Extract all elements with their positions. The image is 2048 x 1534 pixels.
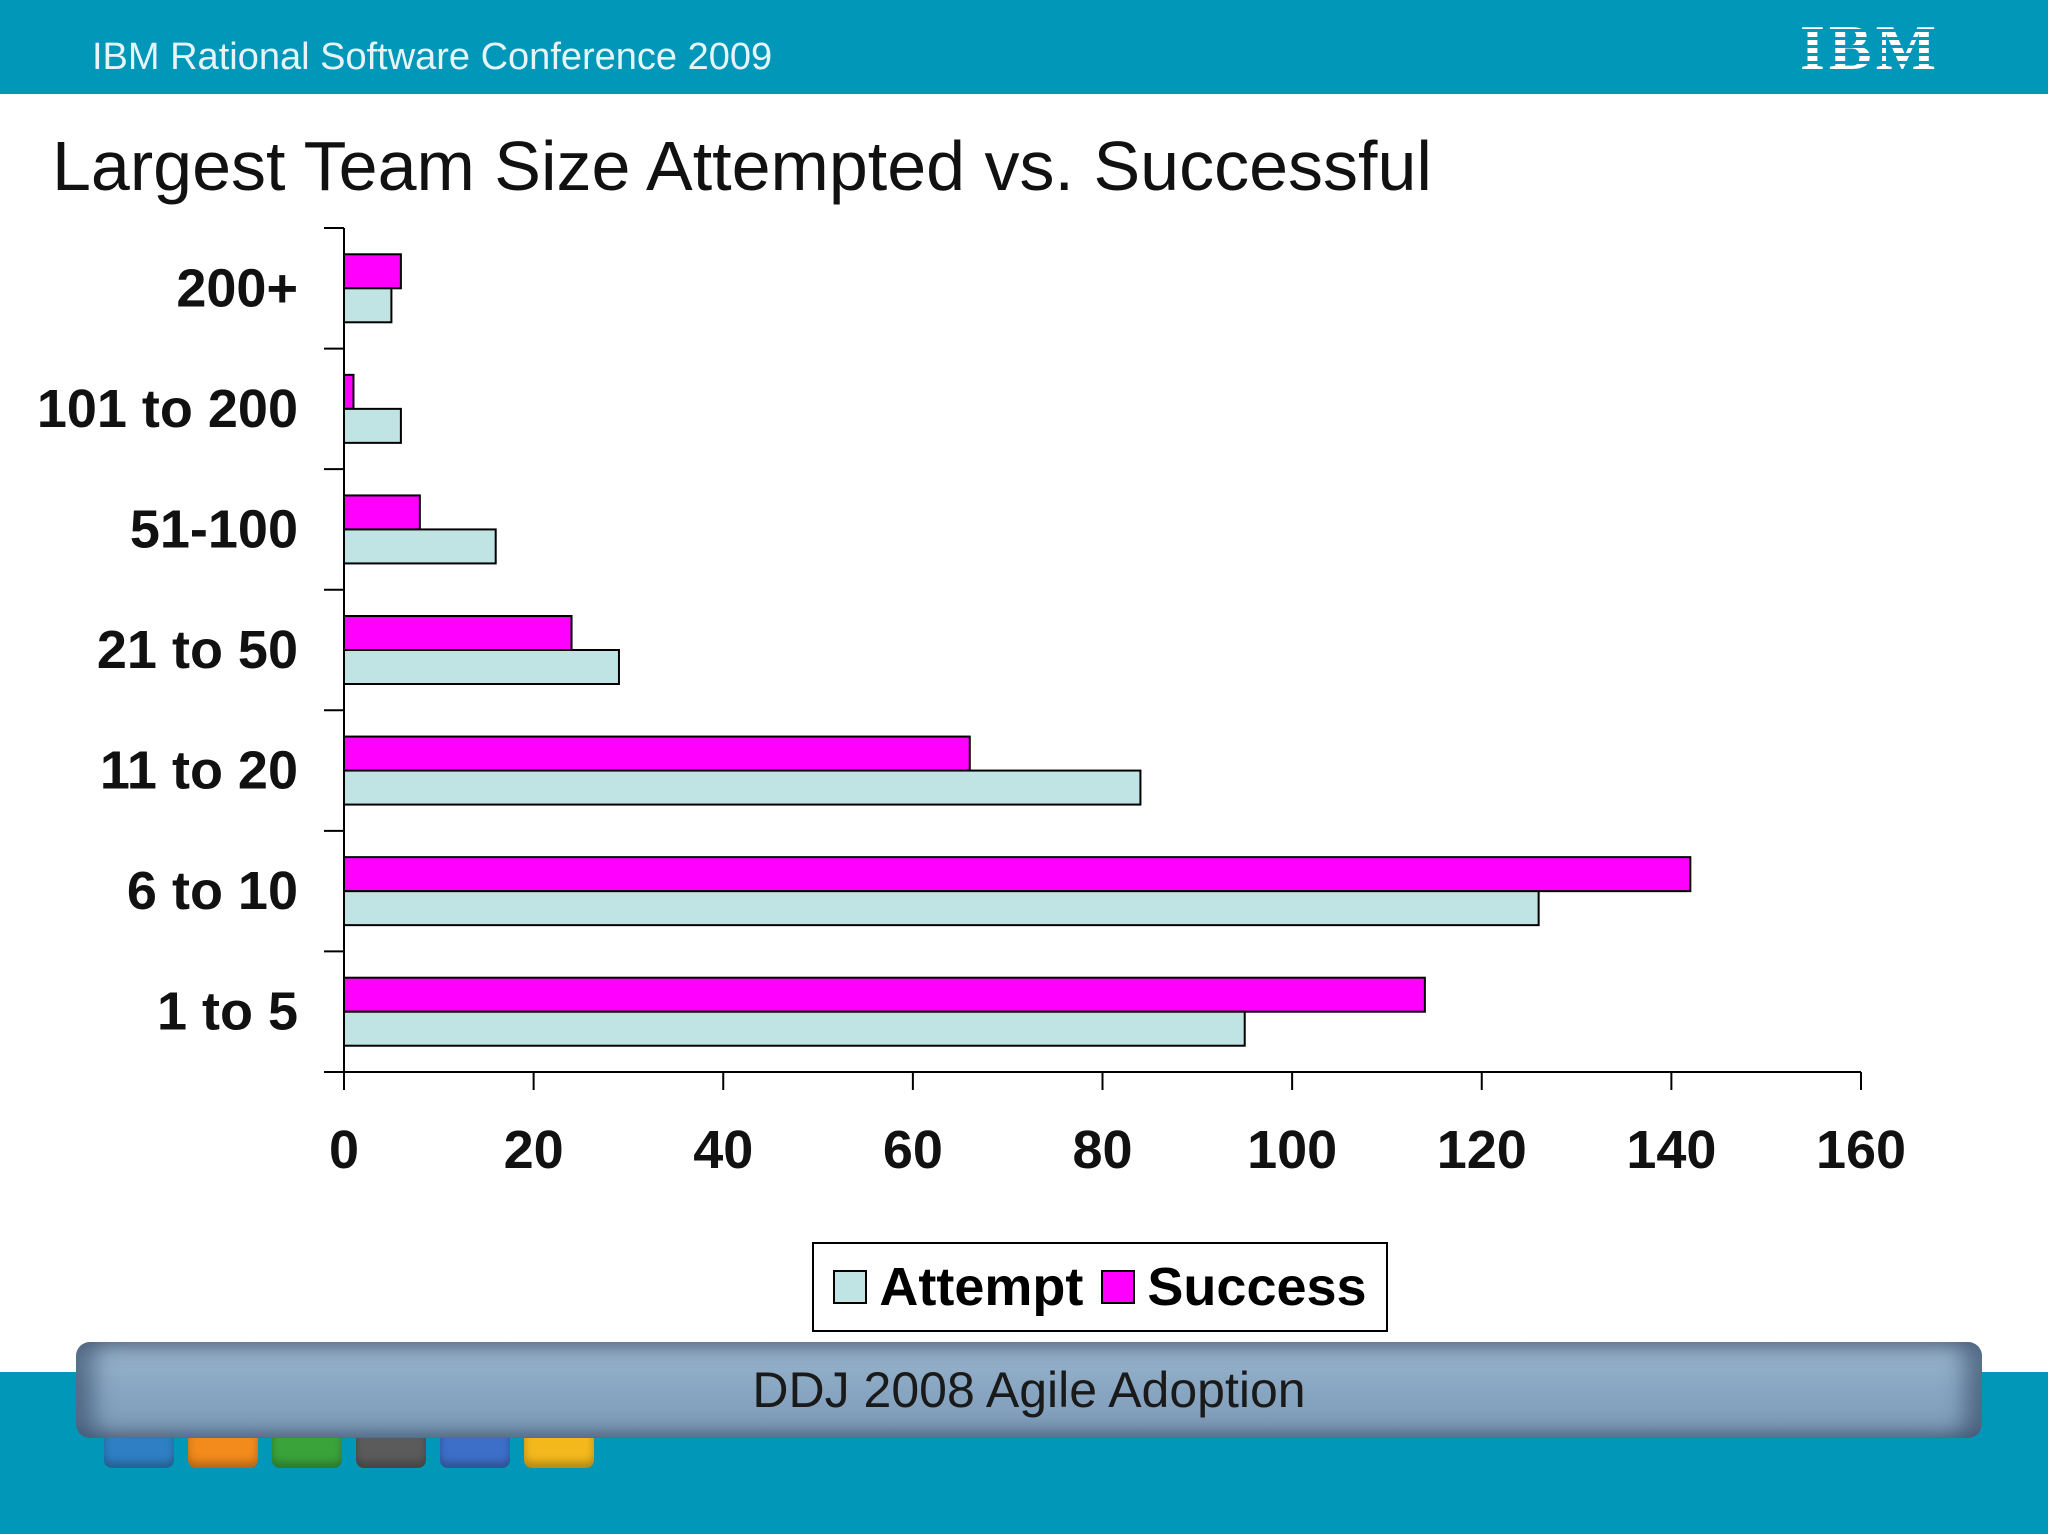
bar-attempt-6: [343, 1010, 1246, 1047]
header-band: IBM Rational Software Conference 2009 IB…: [0, 0, 2048, 94]
bar-success-5: [343, 856, 1692, 893]
x-tick-label-6: 120: [1437, 1120, 1527, 1180]
bar-attempt-1: [343, 407, 402, 444]
bar-success-1: [343, 373, 355, 410]
x-tick-label-8: 160: [1816, 1120, 1906, 1180]
bar-success-6: [343, 976, 1426, 1013]
bar-success-0: [343, 253, 402, 290]
category-label-6: 1 to 5: [157, 982, 298, 1042]
category-label-1: 101 to 200: [37, 379, 298, 439]
bar-success-2: [343, 494, 421, 531]
team-size-bar-chart: 200+ 101 to 200 51-100 21 to 50 11 to 20 6 to…: [37, 227, 1906, 1180]
legend-label-attempt: Attempt: [879, 1257, 1084, 1317]
bar-attempt-3: [343, 649, 620, 685]
bar-attempt-0: [343, 287, 393, 324]
x-tick-label-0: 0: [329, 1120, 359, 1180]
attempt-swatch: [833, 1270, 868, 1304]
success-swatch: [1101, 1270, 1136, 1304]
x-tick-label-5: 100: [1247, 1120, 1337, 1180]
x-tick-label-1: 20: [504, 1120, 564, 1180]
ibm-logo: IBM: [1800, 12, 1940, 83]
legend-item-attempt: Attempt: [833, 1256, 1083, 1318]
source-caption: DDJ 2008 Agile Adoption: [752, 1362, 1306, 1418]
source-bar: DDJ 2008 Agile Adoption: [76, 1342, 1982, 1438]
x-tick-label-7: 140: [1626, 1120, 1716, 1180]
chart-legend: Attempt Success: [812, 1242, 1388, 1332]
category-label-2: 51-100: [130, 499, 298, 559]
slide-title: Largest Team Size Attempted vs. Successf…: [52, 127, 1432, 205]
x-tick-label-4: 80: [1072, 1120, 1132, 1180]
bar-success-4: [343, 735, 971, 772]
category-label-0: 200+: [176, 258, 298, 318]
conference-title: IBM Rational Software Conference 2009: [92, 36, 773, 78]
legend-label-success: Success: [1147, 1257, 1367, 1317]
bar-attempt-5: [343, 890, 1540, 927]
bar-success-3: [343, 615, 573, 651]
legend-item-success: Success: [1101, 1256, 1367, 1318]
x-tick-label-3: 60: [883, 1120, 943, 1180]
bar-attempt-4: [343, 769, 1142, 806]
x-tick-label-2: 40: [693, 1120, 753, 1180]
category-label-3: 21 to 50: [97, 620, 298, 680]
bar-attempt-2: [343, 528, 497, 565]
category-label-5: 6 to 10: [127, 861, 298, 921]
category-label-4: 11 to 20: [100, 741, 298, 801]
